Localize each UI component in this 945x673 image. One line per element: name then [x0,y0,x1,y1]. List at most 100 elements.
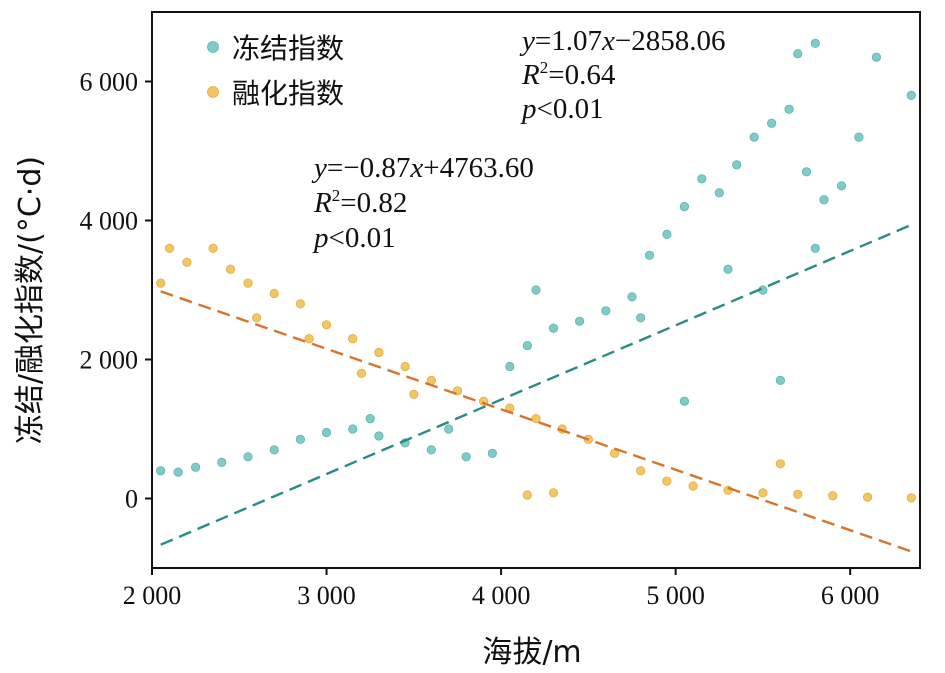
scatter-point [321,320,332,330]
scatter-point [636,313,646,323]
fit-lines [160,223,912,553]
scatter-point [173,467,183,477]
scatter-point [854,132,864,142]
x-axis-title: 海拔/m [482,635,581,670]
scatter-point [574,316,585,326]
scatter-point [644,250,655,260]
scatter-point [400,361,410,372]
x-tick-label: 4 000 [472,581,531,610]
scatter-point [688,481,698,491]
scatter-point [505,361,515,372]
plot-frame [151,11,921,569]
scatter-point [182,257,192,267]
annotation-thawing-fit: y=−0.87x+4763.60 R2=0.82 p<0.01 [311,152,534,254]
scatter-point [775,459,786,469]
scatter-point [348,333,358,344]
scatter-point [828,491,838,501]
y-tick-label: 0 [125,485,138,514]
series-1-points [156,243,916,503]
scatter-point [374,347,384,358]
scatter-point [252,313,262,323]
r2-freezing: R2=0.64 [521,58,616,91]
scatter-point [409,389,419,399]
scatter-point [871,52,882,62]
scatter-point [374,431,384,441]
p-thawing: p<0.01 [312,222,396,254]
scatter-point [348,424,358,434]
scatter-point [365,413,375,424]
x-tick-label: 6 000 [821,581,880,610]
scatter-point [356,368,367,378]
scatter-point [531,285,541,295]
scatter-point [697,174,707,184]
scatter-point [836,181,847,191]
scatter-point [766,118,777,128]
scatter-point [819,195,829,205]
scatter-point [531,413,541,424]
scatter-point [775,375,786,385]
equation-freezing: y=1.07x−2858.06 [519,25,725,57]
scatter-point [321,427,332,438]
scatter-point [243,278,253,288]
y-tick-label: 6 000 [80,68,139,97]
scatter-point [601,306,611,316]
scatter-point [784,104,794,114]
scatter-point [444,424,454,434]
scatter-point [548,488,559,498]
scatter-point [225,264,236,274]
scatter-point [679,202,690,212]
scatter-point [662,229,672,239]
p-freezing: p<0.01 [520,93,604,125]
y-axis-title: 冻结/融化指数/(°C·d) [13,156,48,444]
fit-line-0 [160,223,912,546]
scatter-point [732,160,742,170]
scatter-point [522,340,532,351]
scatter-point [461,452,471,462]
scatter-point [749,132,759,142]
legend-marker-thawing [207,86,219,98]
scatter-point [487,448,497,458]
scatter-point [793,489,803,499]
scatter-point [810,38,820,48]
scatter-point [243,452,253,462]
y-tick-label: 2 000 [80,346,139,375]
scatter-point [522,490,532,500]
scatter-point [156,466,166,476]
scatter-point [295,299,305,309]
scatter-point [906,90,916,101]
scatter-point [679,396,690,406]
x-tick-label: 3 000 [297,581,356,610]
scatter-point [426,445,436,455]
scatter-point [295,434,305,444]
legend-label-freezing: 冻结指数 [232,32,344,65]
fit-line-1 [160,290,912,553]
scatter-point [164,243,175,253]
scatter-point [156,278,166,288]
x-tick-label: 5 000 [646,581,705,610]
legend-label-thawing: 融化指数 [232,77,344,110]
legend: 冻结指数 融化指数 [207,32,344,110]
y-tick-label: 4 000 [80,207,139,236]
annotation-freezing-fit: y=1.07x−2858.06 R2=0.64 p<0.01 [519,25,725,125]
scatter-point [793,49,803,59]
scatter-point [191,462,201,472]
scatter-point [208,243,218,253]
scatter-point [304,333,314,344]
axis-ticks: 2 000 3 000 4 000 5 000 6 000 0 2 000 4 000 6 00… [80,68,880,611]
scatter-point [627,292,637,302]
scatter-point [636,466,646,476]
r2-thawing: R2=0.82 [313,186,407,219]
scatter-layer [156,38,916,503]
scatter-point [269,445,279,455]
scatter-point [548,323,559,333]
equation-thawing: y=−0.87x+4763.60 [311,152,534,184]
scatter-point [662,476,672,486]
scatter-point [801,167,812,177]
scatter-point [723,264,733,274]
x-tick-label: 2 000 [123,581,182,610]
scatter-point [862,492,873,502]
legend-marker-freezing [207,41,219,53]
scatter-point [269,288,279,299]
scatter-point [758,488,768,498]
